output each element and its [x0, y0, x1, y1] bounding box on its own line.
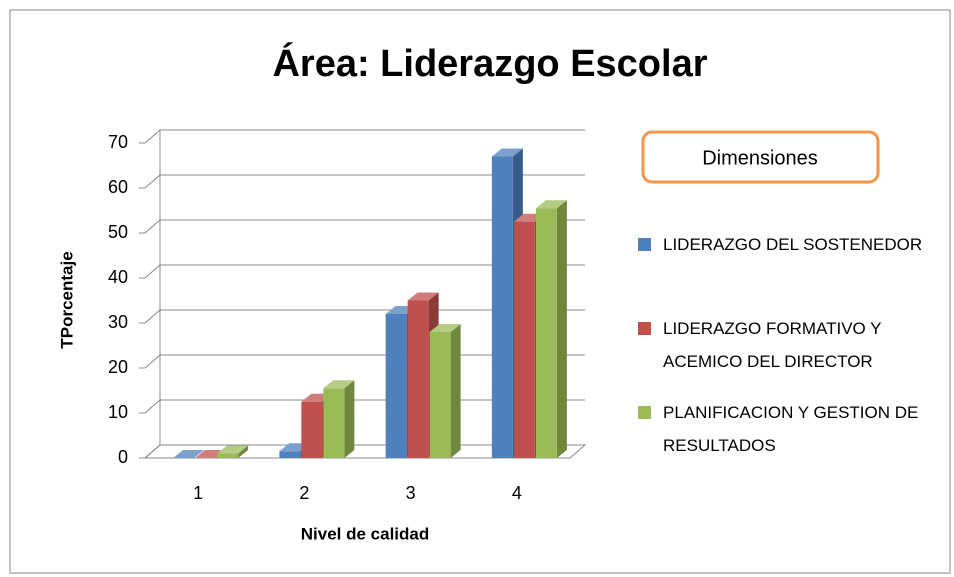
bar [323, 380, 355, 458]
x-axis-label: Nivel de calidad [301, 524, 430, 543]
bar [173, 450, 205, 458]
chart-border [9, 9, 951, 574]
bar-front [513, 221, 535, 458]
bar-side [450, 324, 461, 458]
bar-side [344, 380, 355, 458]
x-tick-label: 3 [406, 483, 416, 503]
y-tick-label: 50 [108, 222, 128, 242]
grid-line [144, 264, 585, 279]
bar-front [429, 332, 451, 458]
bar-front [301, 401, 323, 458]
bar-top [491, 148, 523, 157]
grid-line [144, 219, 585, 234]
y-tick-label: 10 [108, 402, 128, 422]
legend-swatch [638, 406, 651, 419]
bar-top [407, 292, 439, 301]
legend-label: LIDERAZGO DEL SOSTENEDOR [663, 235, 923, 254]
bar-front [323, 388, 345, 458]
bar-top [323, 380, 355, 389]
bar-top [429, 324, 461, 332]
bar-front [407, 300, 429, 458]
bar-top [535, 200, 567, 209]
y-tick-label: 0 [118, 447, 128, 467]
bar-top [173, 450, 205, 458]
grid-line [144, 309, 585, 324]
bar-front [385, 314, 407, 458]
y-tick-label: 30 [108, 312, 128, 332]
bar-front [279, 451, 301, 458]
bar-side [238, 445, 249, 458]
y-axis-label: TPorcentaje [57, 251, 76, 348]
y-tick-label: 40 [108, 267, 128, 287]
bar-front [217, 453, 239, 458]
chart-title: Área: Liderazgo Escolar [272, 41, 707, 85]
legend-title-box [641, 130, 880, 184]
grid-line [144, 129, 585, 144]
grid-line [144, 174, 585, 189]
bar-side [556, 200, 567, 458]
y-tick-label: 70 [108, 132, 128, 152]
legend-label: PLANIFICACION Y GESTION DE RESULTADOS [663, 403, 919, 455]
x-tick-label: 1 [193, 483, 203, 503]
bar-top [217, 445, 249, 454]
bar-front [535, 208, 557, 458]
legend-swatch [638, 238, 651, 251]
legend-title: Dimensiones [702, 147, 818, 169]
bar [535, 200, 567, 458]
bar-front [491, 156, 513, 458]
x-tick-label: 4 [512, 483, 522, 503]
legend-swatch [638, 322, 651, 335]
legend-label: LIDERAZGO FORMATIVO Y ACEMICO DEL DIRECT… [663, 319, 882, 371]
y-tick-label: 60 [108, 177, 128, 197]
x-tick-label: 2 [299, 483, 309, 503]
y-tick-label: 20 [108, 357, 128, 377]
bar [429, 324, 461, 458]
bar [217, 445, 249, 458]
